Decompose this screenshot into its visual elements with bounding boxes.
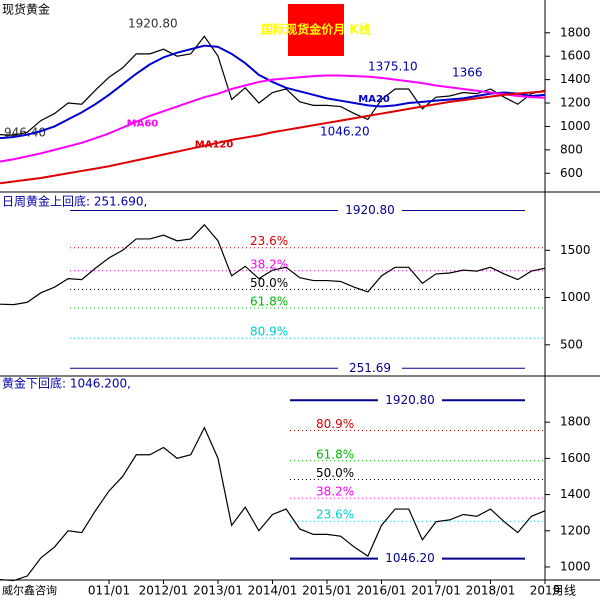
panel-title: 现货黄金 [2,2,50,17]
source: 威尔鑫咨询 [2,583,57,597]
fib-label: 80.9% [316,417,354,431]
fib-label: 50.0% [250,276,288,290]
y-tick-label: 1500 [560,243,591,257]
h-line-label: 251.69 [349,361,391,375]
price-line [0,223,546,306]
h-line-label: 1920.80 [385,393,435,407]
ma-line [0,74,546,163]
y-tick-label: 600 [560,166,583,180]
fib-label: 38.2% [316,485,354,499]
x-tick-label: 2014/01 [248,584,298,598]
y-tick-label: 1200 [560,523,591,537]
x-tick-label: 2019 [530,584,561,598]
x-tick-label: 2016/01 [357,584,407,598]
price-line [0,426,546,582]
note: 国际现货金价月 K线 [261,22,370,37]
note-box [288,4,344,56]
y-tick-label: 1600 [560,49,591,63]
ma-line [0,44,546,140]
h-line-label: 1920.80 [345,203,395,217]
h-line-label: 1046.20 [385,551,435,565]
x-tick-label: 2012/01 [139,584,189,598]
y-tick-label: 800 [560,142,583,156]
ma-label: MA120 [195,140,234,151]
y-tick-label: 1800 [560,25,591,39]
price-line [0,35,546,136]
fib-label: 38.2% [250,257,288,271]
y-tick-label: 500 [560,337,583,351]
x-tick-label: 2017/01 [411,584,461,598]
fib-label: 80.9% [250,325,288,339]
h-line-label-bg [378,393,442,408]
x-tick-label: 2015/01 [302,584,352,598]
y-tick-label: 1200 [560,96,591,110]
y-tick-label: 1000 [560,290,591,304]
x-tick-label: 2018/01 [466,584,516,598]
fib-label: 23.6% [250,234,288,248]
h-line-label-bg [338,361,402,376]
annotation: 1046.20 [320,125,370,139]
fib-label: 23.6% [316,508,354,522]
y-tick-label: 1600 [560,451,591,465]
h-line-label-bg [338,203,402,218]
y-tick-label: 1000 [560,119,591,133]
y-tick-label: 1000 [560,559,591,573]
fib-label: 50.0% [316,466,354,480]
y-tick-label: 1800 [560,415,591,429]
annotation: 1375.10 [368,60,418,74]
annotation: 1920.80 [128,17,178,31]
y-tick-label: 1400 [560,72,591,86]
y-tick-label: 1400 [560,487,591,501]
ma-label: MA20 [358,94,390,105]
annotation: 1366 [452,66,483,80]
x-tick-label: 2013/01 [193,584,243,598]
ma-line [0,90,546,185]
ma-label: MA60 [127,119,159,130]
panel-title: 日周黄金上回底: 251.690, [2,194,147,209]
fib-label: 61.8% [250,295,288,309]
h-line-label-bg [378,551,442,566]
panel-title: 黄金下回底: 1046.200, [2,376,131,391]
fib-label: 61.8% [316,447,354,461]
unit: 月线 [552,584,576,598]
x-tick-label: 011/01 [88,584,130,598]
